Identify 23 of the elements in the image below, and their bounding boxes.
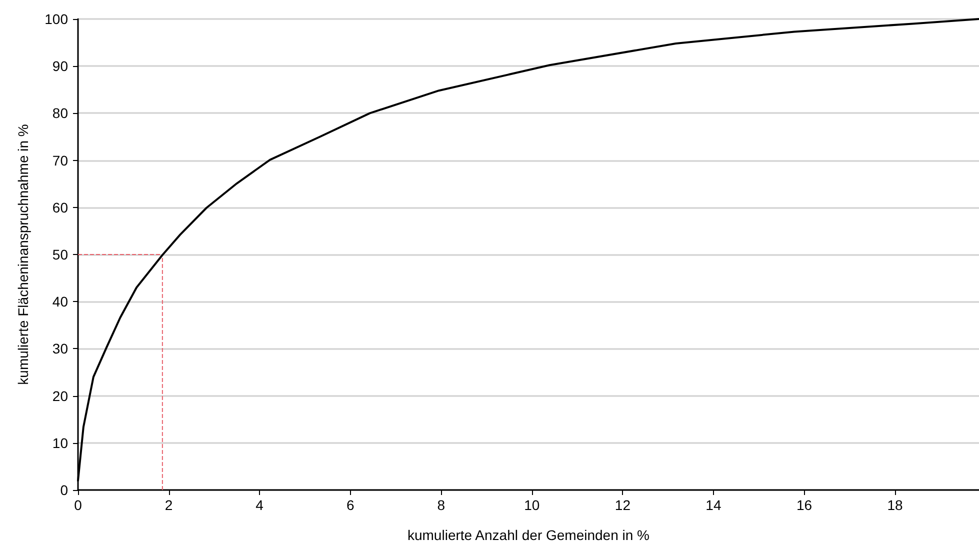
x-tick-label: 16	[796, 497, 812, 513]
x-axis-title: kumulierte Anzahl der Gemeinden in %	[407, 527, 650, 543]
y-tick-label: 50	[52, 246, 68, 262]
y-tick-label: 10	[52, 434, 68, 451]
y-tick-label: 20	[52, 388, 68, 404]
x-tick-label: 4	[256, 497, 264, 513]
y-tick-label: 70	[52, 152, 68, 168]
x-tick-label: 8	[437, 497, 446, 513]
y-tick-label: 0	[60, 482, 68, 498]
x-tick-label: 18	[887, 497, 904, 513]
y-tick-label: 40	[52, 294, 68, 310]
x-tick-label: 2	[164, 497, 173, 513]
x-tick-label: 6	[346, 497, 354, 513]
y-tick-label: 100	[44, 11, 68, 27]
x-tick-label: 12	[614, 497, 631, 513]
y-axis-title: kumulierte Flächeninanspruchnahme in %	[15, 124, 31, 385]
y-tick-label: 90	[52, 58, 68, 74]
x-tick-label: 14	[706, 497, 722, 513]
y-tick-label: 30	[52, 340, 68, 357]
x-tick-label: 10	[524, 497, 540, 513]
x-tick-label: 0	[74, 497, 82, 513]
y-tick-label: 60	[52, 199, 68, 216]
y-tick-label: 80	[52, 105, 68, 122]
